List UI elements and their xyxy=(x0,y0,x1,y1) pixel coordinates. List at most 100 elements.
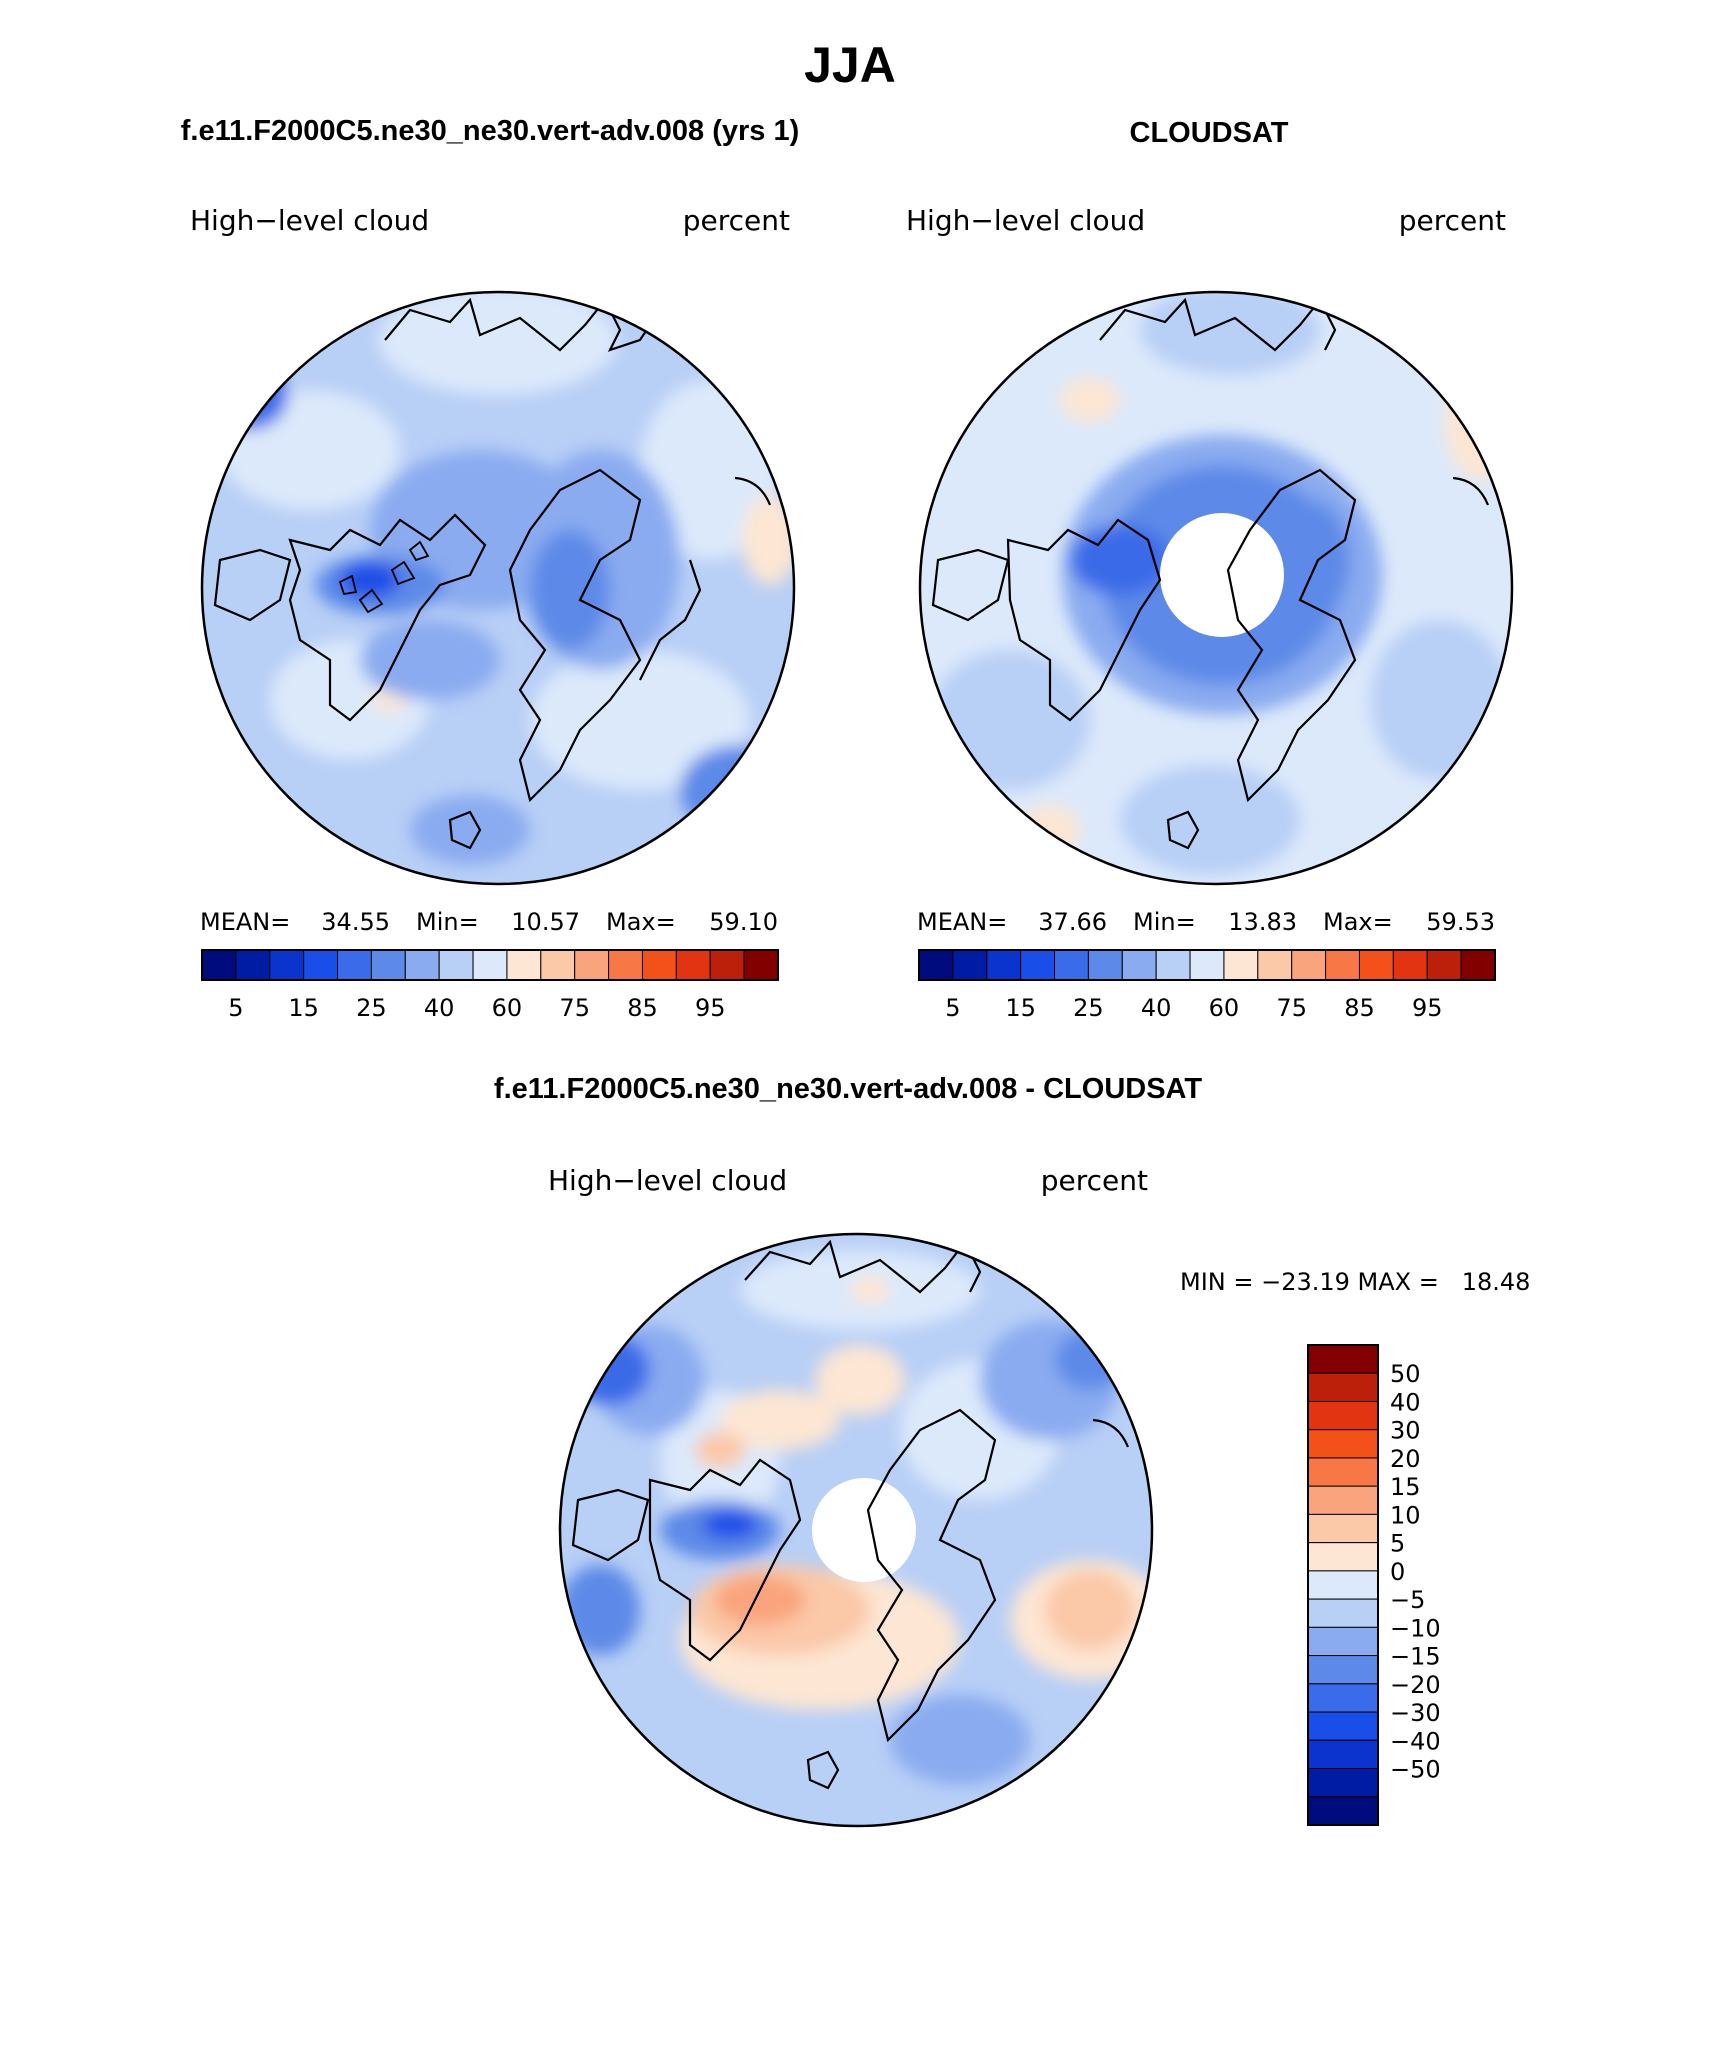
model-colorbar-tick-label: 95 xyxy=(695,994,726,1022)
model-colorbar-swatch xyxy=(743,949,779,981)
model-colorbar-tick-label: 25 xyxy=(356,994,387,1022)
model-colorbar-swatch xyxy=(540,949,576,981)
diff-colorbar-tick-label: 5 xyxy=(1390,1530,1405,1558)
diff-colorbar-swatch xyxy=(1307,1570,1379,1600)
model-colorbar-swatch xyxy=(438,949,474,981)
model-colorbar-swatch xyxy=(574,949,610,981)
model-colorbar-tick-label: 85 xyxy=(627,994,658,1022)
model-colorbar-swatch xyxy=(709,949,745,981)
model-colorbar-swatch xyxy=(201,949,237,981)
model-colorbar-swatch xyxy=(506,949,542,981)
model-variable-label: High−level cloud xyxy=(190,204,429,237)
obs-units-label: percent xyxy=(1399,204,1506,237)
diff-colorbar-tick-label: −5 xyxy=(1390,1586,1425,1614)
diff-colorbar-swatch xyxy=(1307,1768,1379,1798)
obs-colorbar-swatch xyxy=(1223,949,1259,981)
diff-colorbar-swatch xyxy=(1307,1796,1379,1826)
diff-colorbar-tick-label: 40 xyxy=(1390,1388,1421,1416)
obs-colorbar-swatch xyxy=(1392,949,1428,981)
diff-colorbar-tick-label: 50 xyxy=(1390,1360,1421,1388)
diff-colorbar-tick-label: 10 xyxy=(1390,1501,1421,1529)
model-stats: MEAN= 34.55 Min= 10.57 Max= 59.10 xyxy=(200,908,778,936)
model-colorbar: 5 15 25 40 60 75 85 95 xyxy=(201,949,779,1022)
diff-missing-data-hole xyxy=(812,1478,916,1582)
model-colorbar-tick-label: 40 xyxy=(424,994,455,1022)
model-colorbar-swatch xyxy=(404,949,440,981)
model-colorbar-tick-label: 5 xyxy=(228,994,243,1022)
obs-polar-map xyxy=(918,290,1514,886)
obs-mean-value: 37.66 xyxy=(1038,908,1107,936)
obs-colorbar-swatch xyxy=(1155,949,1191,981)
model-max-value: 59.10 xyxy=(709,908,778,936)
obs-colorbar-tick-label: 60 xyxy=(1209,994,1240,1022)
diff-colorbar-swatch xyxy=(1307,1739,1379,1770)
diff-colorbar-swatch xyxy=(1307,1683,1379,1713)
model-colorbar-tick-label: 15 xyxy=(288,994,319,1022)
main-title: JJA xyxy=(804,37,896,93)
model-panel-title: f.e11.F2000C5.ne30_ne30.vert-adv.008 (yr… xyxy=(181,115,800,147)
obs-colorbar-swatch xyxy=(1426,949,1462,981)
obs-colorbar: 5 15 25 40 60 75 85 95 xyxy=(918,949,1496,1022)
obs-colorbar-swatch xyxy=(1020,949,1056,981)
obs-colorbar-tick-label: 15 xyxy=(1005,994,1036,1022)
model-min-value: 10.57 xyxy=(511,908,580,936)
diff-stats: MIN = −23.19 MAX = 18.48 xyxy=(1180,1268,1530,1296)
model-colorbar-swatch xyxy=(472,949,508,981)
diff-colorbar-tick-label: 0 xyxy=(1390,1558,1405,1586)
obs-panel-title: CLOUDSAT xyxy=(1130,117,1289,149)
obs-colorbar-swatch xyxy=(1460,949,1496,981)
diff-colorbar-tick-label: −50 xyxy=(1390,1756,1441,1784)
model-min-label: Min= xyxy=(416,908,479,936)
diff-colorbar-tick-label: 20 xyxy=(1390,1445,1421,1473)
diff-colorbar-swatch xyxy=(1307,1429,1379,1459)
obs-colorbar-swatch xyxy=(1358,949,1394,981)
model-polar-map xyxy=(200,290,796,886)
diff-colorbar-tick-label: −15 xyxy=(1390,1643,1441,1671)
diff-colorbar-swatch xyxy=(1307,1485,1379,1515)
model-colorbar-swatch xyxy=(303,949,339,981)
diff-colorbar-swatch xyxy=(1307,1655,1379,1685)
model-colorbar-tick-label: 60 xyxy=(492,994,523,1022)
obs-colorbar-swatch xyxy=(952,949,988,981)
obs-colorbar-swatch xyxy=(986,949,1022,981)
obs-missing-data-hole xyxy=(1160,513,1284,637)
diff-colorbar-swatch xyxy=(1307,1598,1379,1628)
model-colorbar-swatch xyxy=(608,949,643,981)
diff-colorbar-swatch xyxy=(1307,1457,1379,1487)
obs-stats: MEAN= 37.66 Min= 13.83 Max= 59.53 xyxy=(917,908,1495,936)
diff-variable-label: High−level cloud xyxy=(548,1164,787,1197)
diff-colorbar-swatch xyxy=(1307,1626,1379,1657)
obs-min-value: 13.83 xyxy=(1228,908,1297,936)
obs-colorbar-swatch xyxy=(1257,949,1293,981)
diff-colorbar-swatch xyxy=(1307,1372,1379,1402)
model-colorbar-swatch xyxy=(641,949,677,981)
diff-colorbar-tick-label: −30 xyxy=(1390,1699,1441,1727)
obs-colorbar-swatch xyxy=(1291,949,1327,981)
obs-max-label: Max= xyxy=(1323,908,1393,936)
diff-colorbar-tick-label: 15 xyxy=(1390,1473,1421,1501)
diff-panel-title: f.e11.F2000C5.ne30_ne30.vert-adv.008 - C… xyxy=(494,1073,1202,1105)
diff-colorbar-swatch xyxy=(1307,1513,1379,1544)
model-mean-label: MEAN= xyxy=(200,908,290,936)
diff-colorbar-swatch xyxy=(1307,1542,1379,1572)
diff-colorbar-tick-label: −20 xyxy=(1390,1671,1441,1699)
obs-colorbar-swatch xyxy=(1054,949,1089,981)
model-colorbar-swatch xyxy=(235,949,271,981)
diff-colorbar-swatch xyxy=(1307,1400,1379,1431)
obs-colorbar-swatch xyxy=(1325,949,1360,981)
obs-colorbar-tick-label: 40 xyxy=(1141,994,1172,1022)
obs-colorbar-swatch xyxy=(1087,949,1123,981)
model-colorbar-tick-label: 75 xyxy=(559,994,590,1022)
obs-min-label: Min= xyxy=(1133,908,1196,936)
model-colorbar-swatch xyxy=(370,949,406,981)
model-mean-value: 34.55 xyxy=(321,908,390,936)
obs-colorbar-tick-label: 85 xyxy=(1344,994,1375,1022)
diff-colorbar-swatch xyxy=(1307,1344,1379,1374)
obs-colorbar-swatch xyxy=(1189,949,1225,981)
diff-colorbar-tick-label: 30 xyxy=(1390,1417,1421,1445)
obs-variable-label: High−level cloud xyxy=(906,204,1145,237)
diff-units-label: percent xyxy=(1041,1164,1148,1197)
obs-colorbar-tick-label: 25 xyxy=(1073,994,1104,1022)
